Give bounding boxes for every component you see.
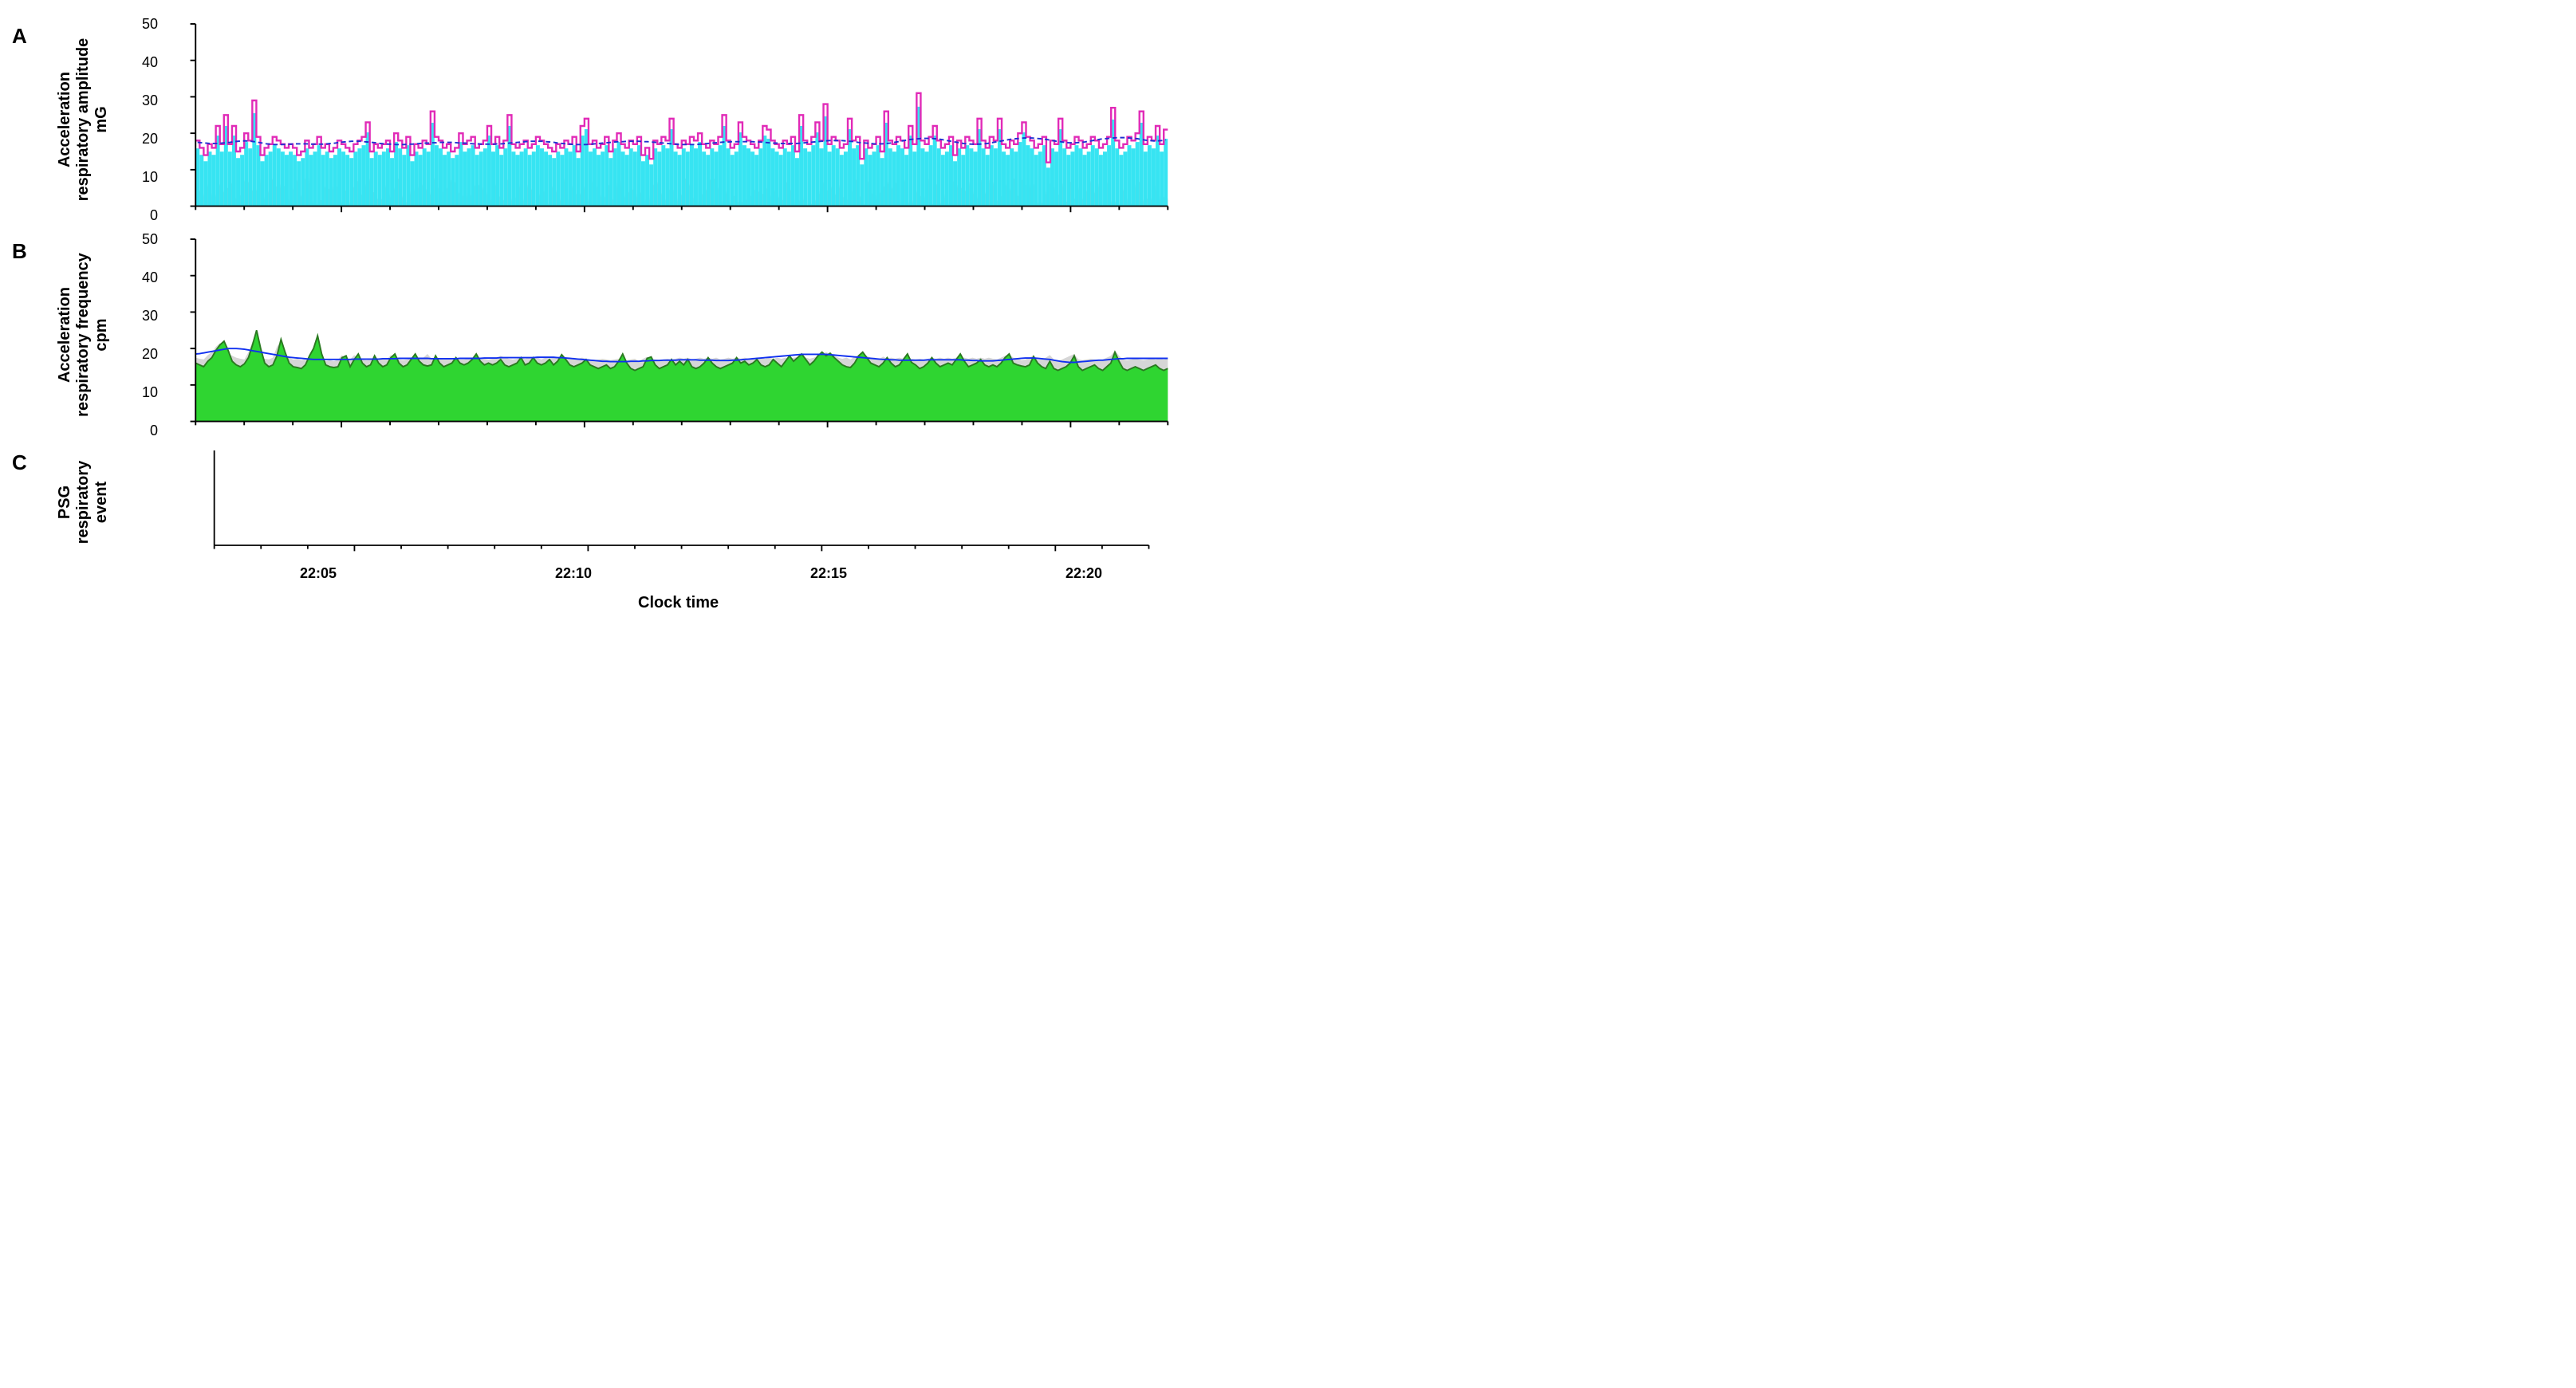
- panel-a-letter: A: [12, 24, 27, 49]
- panel-b-letter: B: [12, 239, 27, 264]
- x-tick-label: 22:20: [1065, 565, 1102, 582]
- x-tick-label: 22:10: [555, 565, 592, 582]
- panel-a-ytick: 50: [142, 16, 158, 33]
- panel-b-ytick: 0: [150, 423, 158, 439]
- panel-a-ytick: 30: [142, 92, 158, 109]
- panel-a-ytick: 0: [150, 207, 158, 224]
- x-tick-label: 22:15: [810, 565, 847, 582]
- panel-b-ytick: 20: [142, 346, 158, 363]
- panel-b-ytick: 50: [142, 231, 158, 248]
- x-axis-label: Clock time: [638, 594, 719, 612]
- panel-b-ytick: 10: [142, 384, 158, 401]
- panel-a-plot-area: [167, 24, 1188, 215]
- panel-c-letter: C: [12, 450, 27, 475]
- figure-root: A B C Acceleration respiratory amplitude…: [8, 8, 1204, 654]
- panel-b-ylabel: Acceleration respiratory frequency cpm: [56, 239, 111, 431]
- panel-c-plot-area: [167, 450, 1188, 554]
- panel-a-ytick: 40: [142, 54, 158, 71]
- panel-a-ylabel: Acceleration respiratory amplitude mG: [56, 24, 111, 215]
- panel-c-ylabel: PSG respiratory event: [56, 442, 111, 562]
- panel-a-ytick: 10: [142, 169, 158, 186]
- panel-b-ytick: 30: [142, 308, 158, 324]
- panel-a-ytick: 20: [142, 131, 158, 147]
- panel-b-ytick: 40: [142, 269, 158, 286]
- panel-b-plot-area: [167, 239, 1188, 431]
- x-tick-label: 22:05: [300, 565, 337, 582]
